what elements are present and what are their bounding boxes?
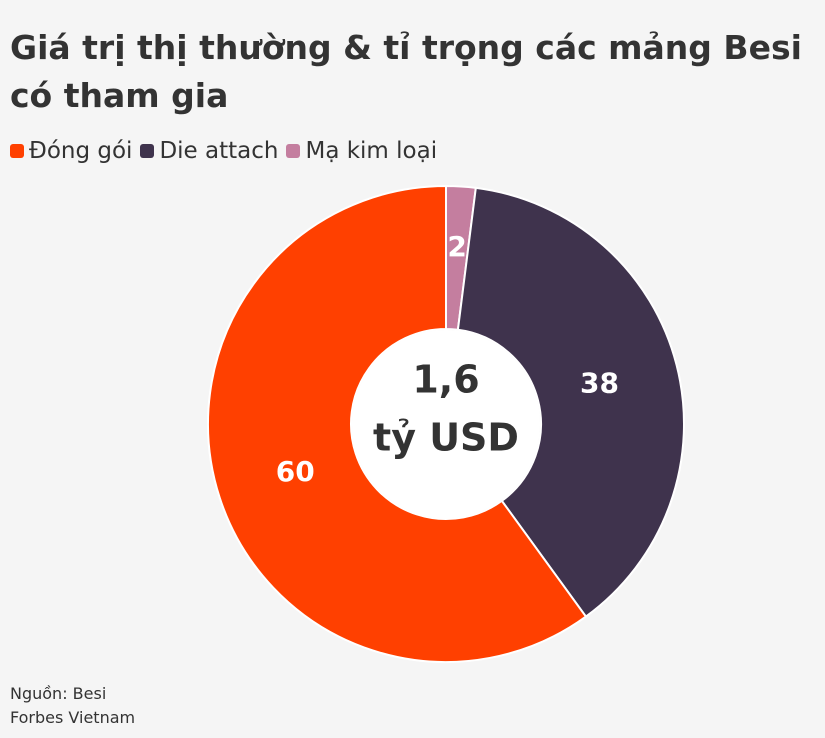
legend-label: Mạ kim loại xyxy=(305,138,438,164)
source-line: Nguồn: Besi xyxy=(10,684,107,703)
legend: Đóng gói Die attach Mạ kim loại xyxy=(10,138,437,164)
chart-title: Giá trị thị thường & tỉ trọng các mảng B… xyxy=(10,28,802,115)
data-label: 2 xyxy=(447,230,466,263)
source: Nguồn: Besi Forbes Vietnam xyxy=(10,682,135,730)
legend-swatch xyxy=(286,144,301,158)
center-label: 1,6 xyxy=(412,358,479,402)
slice xyxy=(207,184,588,663)
data-label: 38 xyxy=(580,367,619,400)
legend-item: Mạ kim loại xyxy=(286,138,437,164)
legend-label: Die attach xyxy=(159,138,279,164)
center-label: tỷ USD xyxy=(373,416,519,460)
source-line: Forbes Vietnam xyxy=(10,708,136,727)
legend-item: Die attach xyxy=(140,138,278,164)
legend-item: Đóng gói xyxy=(10,138,132,164)
legend-swatch xyxy=(10,144,24,158)
legend-label: Đóng gói xyxy=(29,138,133,164)
slice xyxy=(456,186,685,618)
donut-hole xyxy=(352,330,540,518)
data-label: 60 xyxy=(276,455,315,488)
legend-swatch xyxy=(140,144,155,158)
